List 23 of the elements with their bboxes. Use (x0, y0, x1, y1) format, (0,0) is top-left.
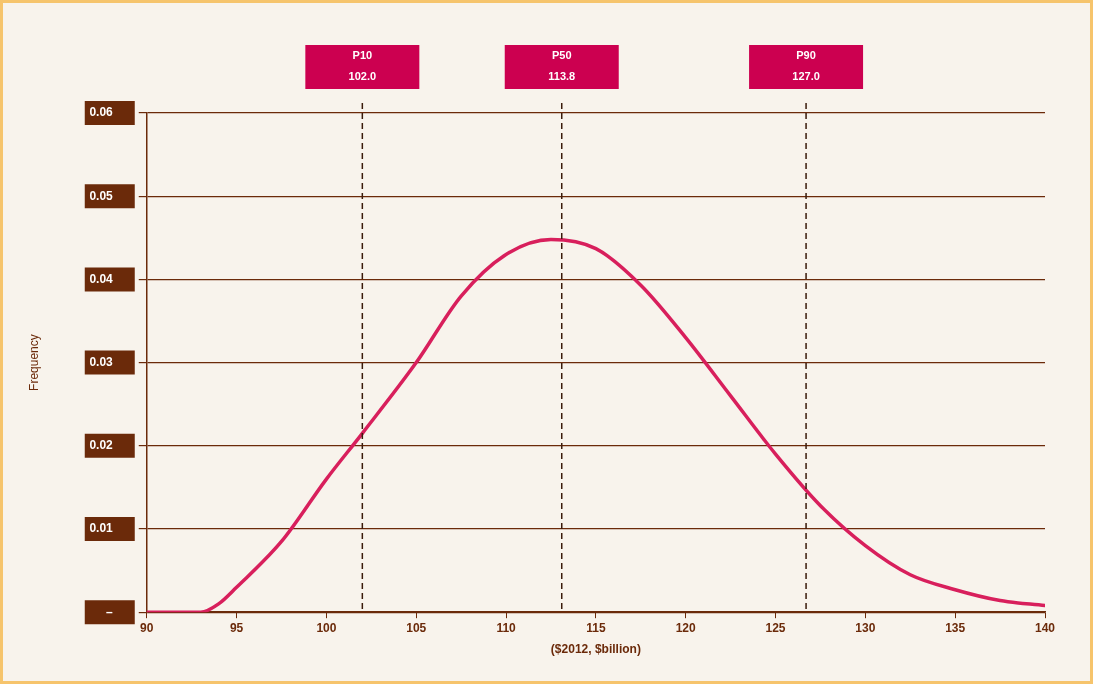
ref-line-label: P90 127.0 (792, 49, 820, 83)
x-tick-label: 130 (855, 620, 876, 635)
x-tick-label: 140 (1034, 620, 1056, 635)
x-tick-label: 115 (586, 620, 606, 635)
y-tick-label: 0.06 (89, 105, 114, 120)
x-tick-label: 105 (406, 620, 427, 635)
x-tick-label: 100 (316, 620, 337, 635)
y-tick-label: 0.04 (89, 271, 114, 286)
y-tick-label: 0.03 (89, 354, 114, 369)
x-axis-title: ($2012, $billion) (550, 642, 641, 657)
ref-line-label: P10 102.0 (348, 49, 377, 83)
ref-line-label: P50 113.8 (548, 49, 576, 83)
x-tick-label: 135 (945, 620, 966, 635)
y-tick-label: 0.01 (89, 521, 114, 536)
y-tick-label: 0.05 (89, 188, 114, 203)
y-tick-label: – (106, 604, 114, 619)
x-tick-label: 90 (140, 620, 154, 635)
x-tick-label: 110 (496, 620, 517, 635)
x-tick-label: 125 (765, 620, 786, 635)
y-axis-title: Frequency (26, 334, 41, 391)
x-tick-label: 95 (229, 620, 244, 635)
y-tick-label: 0.02 (89, 438, 114, 453)
x-tick-label: 120 (675, 620, 697, 635)
